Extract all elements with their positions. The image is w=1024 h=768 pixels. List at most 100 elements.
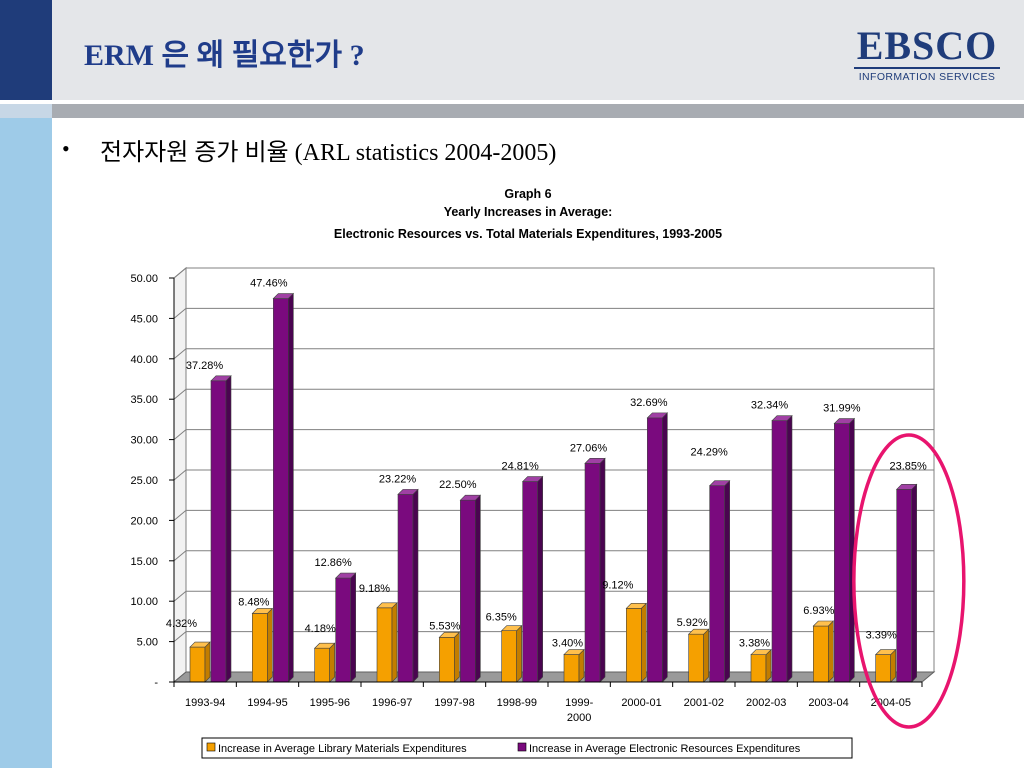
- library-bar-front: [252, 613, 268, 683]
- x-tick-label: 1993-94: [185, 697, 225, 709]
- chart-axes: - 5.00 10.00 15.00 20.00 25.00 30.00 35.00 40.00…: [130, 273, 923, 724]
- library-bar-side: [329, 642, 335, 683]
- library-bar-top: [500, 625, 523, 631]
- library-data-label: 3.38%: [739, 638, 770, 650]
- library-data-label: 3.40%: [552, 638, 583, 650]
- electronic-data-label: 31.99%: [823, 403, 861, 415]
- chart-title-line: Electronic Resources vs. Total Materials…: [334, 227, 722, 241]
- electronic-bar-top: [521, 476, 544, 482]
- chart-gridline: [173, 590, 934, 602]
- legend-label-library: Increase in Average Library Materials Ex…: [218, 743, 467, 755]
- x-tick-label: 1996-97: [372, 697, 412, 709]
- library-bar: [189, 641, 211, 683]
- electronic-bar-front: [709, 485, 725, 683]
- electronic-bar-side: [225, 375, 232, 683]
- x-tick-label: 1995-96: [310, 697, 350, 709]
- y-tick-label: 10.00: [130, 596, 158, 608]
- electronic-bar: [646, 412, 669, 683]
- legend-swatch-library: [206, 742, 216, 752]
- electronic-bar-side: [475, 494, 481, 683]
- library-bar-top: [687, 628, 710, 635]
- x-tick-label: 2003-04: [808, 697, 848, 709]
- y-tick-label: 15.00: [130, 556, 158, 568]
- ebsco-logo: EBSCO INFORMATION SERVICES: [852, 26, 1002, 85]
- electronic-bar-side: [599, 457, 606, 683]
- electronic-bar: [584, 457, 606, 683]
- library-bar-side: [267, 607, 273, 683]
- legend-swatch-electronic: [517, 742, 527, 752]
- electronic-bar: [334, 572, 357, 683]
- slide-header: [52, 0, 1024, 100]
- electronic-data-label: 23.22%: [379, 473, 417, 485]
- electronic-bar-side: [724, 480, 730, 683]
- legend-label-electronic: Increase in Average Electronic Resources…: [529, 743, 801, 755]
- electronic-bar-top: [272, 293, 295, 299]
- electronic-bar-side: [412, 488, 419, 683]
- electronic-data-label: 32.69%: [630, 397, 668, 409]
- electronic-data-label: 37.28%: [186, 360, 224, 372]
- electronic-bar-front: [397, 494, 414, 683]
- chart-gridline: [173, 429, 934, 440]
- electronic-data-label: 23.85%: [890, 460, 928, 472]
- electronic-bar-front: [771, 420, 788, 683]
- electronic-bar: [895, 483, 918, 683]
- electronic-data-label: 22.50%: [439, 479, 477, 491]
- x-tick-label: 2000-01: [621, 697, 661, 709]
- x-tick-label: 2002-03: [746, 697, 786, 709]
- library-bar-side: [578, 648, 585, 683]
- x-tick-label: 2000: [567, 712, 591, 724]
- library-bar: [563, 648, 585, 683]
- header-stripe-left: [0, 104, 52, 118]
- electronic-data-label: 24.81%: [502, 461, 540, 473]
- electronic-bar-front: [896, 488, 912, 683]
- chart-data-labels: 4.32% 37.28% 8.48% 47.46% 4.18% 12.86% 9.18% 23…: [166, 278, 927, 650]
- electronic-bar-front: [834, 423, 850, 683]
- library-bar-top: [812, 620, 835, 627]
- chart-title: Graph 6 Yearly Increases in Average: Elect…: [334, 187, 722, 241]
- library-bar-front: [439, 637, 455, 683]
- library-bar-side: [204, 641, 211, 683]
- library-bar-front: [189, 646, 206, 683]
- x-tick-label: 1999-: [565, 697, 593, 709]
- library-bar: [687, 628, 710, 683]
- chart-bars: [189, 292, 918, 683]
- library-bar-side: [703, 628, 709, 683]
- electronic-data-label: 32.34%: [751, 400, 789, 412]
- library-bar-top: [376, 602, 398, 609]
- library-bar-front: [688, 633, 704, 683]
- library-bar-front: [626, 608, 642, 683]
- electronic-bar-front: [335, 577, 351, 683]
- library-bar-front: [501, 630, 517, 683]
- electronic-bar: [833, 417, 856, 683]
- library-bar-side: [454, 631, 460, 683]
- library-bar-front: [563, 654, 580, 683]
- electronic-bar-top: [210, 375, 232, 382]
- library-bar: [500, 624, 523, 683]
- left-accent-bar: [0, 0, 52, 768]
- y-tick-label: 45.00: [130, 313, 158, 325]
- electronic-bar-side: [911, 483, 917, 683]
- library-bar: [812, 620, 835, 683]
- x-tick-label: 1998-99: [497, 697, 537, 709]
- electronic-bar: [459, 494, 482, 683]
- x-tick-label: 1994-95: [247, 697, 287, 709]
- chart-legend: Increase in Average Library Materials Ex…: [201, 737, 853, 759]
- electronic-bar-front: [273, 298, 289, 683]
- library-bar-top: [750, 649, 772, 655]
- library-data-label: 6.35%: [486, 612, 517, 624]
- y-tick-label: 20.00: [130, 515, 158, 527]
- y-tick-label: 5.00: [137, 637, 158, 649]
- electronic-bar-front: [460, 499, 476, 683]
- library-bar-top: [438, 632, 461, 638]
- electronic-bar-side: [786, 414, 793, 683]
- library-bar: [251, 607, 274, 683]
- library-bar-front: [314, 647, 330, 683]
- electronic-bar: [708, 480, 731, 683]
- library-bar-side: [890, 648, 896, 683]
- electronic-bar-top: [397, 489, 419, 495]
- library-data-label: 8.48%: [238, 596, 269, 608]
- library-bar-front: [376, 607, 393, 683]
- library-data-label: 9.12%: [602, 579, 633, 591]
- electronic-bar-top: [833, 418, 856, 424]
- y-tick-label: 25.00: [130, 475, 158, 487]
